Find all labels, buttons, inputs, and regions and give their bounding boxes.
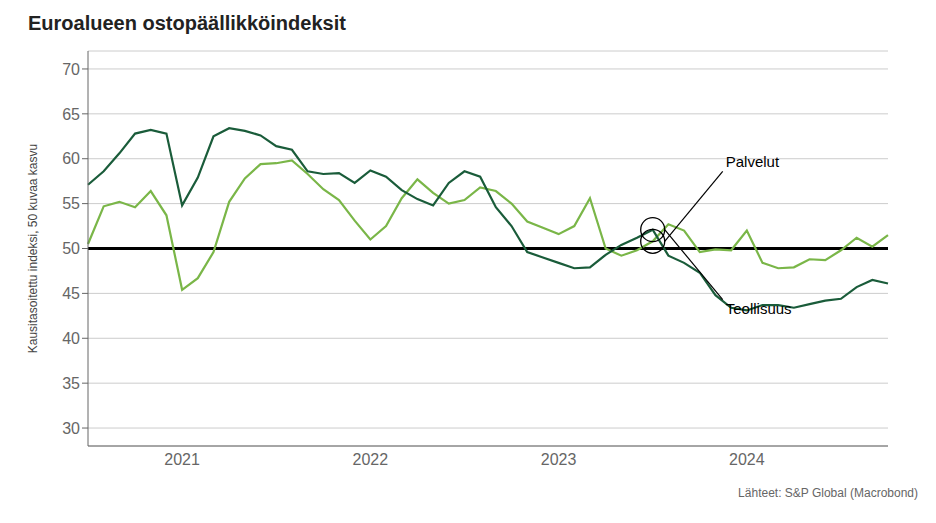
svg-text:2023: 2023 [541,451,577,468]
svg-text:2022: 2022 [353,451,389,468]
svg-text:30: 30 [62,420,80,437]
svg-text:Palvelut: Palvelut [726,153,780,170]
svg-text:2021: 2021 [164,451,200,468]
svg-text:Teollisuus: Teollisuus [726,300,792,317]
svg-text:65: 65 [62,106,80,123]
svg-text:50: 50 [62,240,80,257]
svg-text:70: 70 [62,61,80,78]
svg-text:35: 35 [62,375,80,392]
html-text:Euroalueen ostopäällikköindeks: Euroalueen ostopäällikköindeksit [28,12,346,34]
svg-text:55: 55 [62,195,80,212]
html-text:Lähteet: S&P Global (Macrobond: Lähteet: S&P Global (Macrobond) [738,486,918,500]
svg-text:Kausitasoitettu indeksi, 50 ku: Kausitasoitettu indeksi, 50 kuvaa kasvu [26,144,40,353]
svg-text:45: 45 [62,285,80,302]
svg-text:60: 60 [62,150,80,167]
svg-text:2024: 2024 [729,451,765,468]
svg-text:40: 40 [62,330,80,347]
